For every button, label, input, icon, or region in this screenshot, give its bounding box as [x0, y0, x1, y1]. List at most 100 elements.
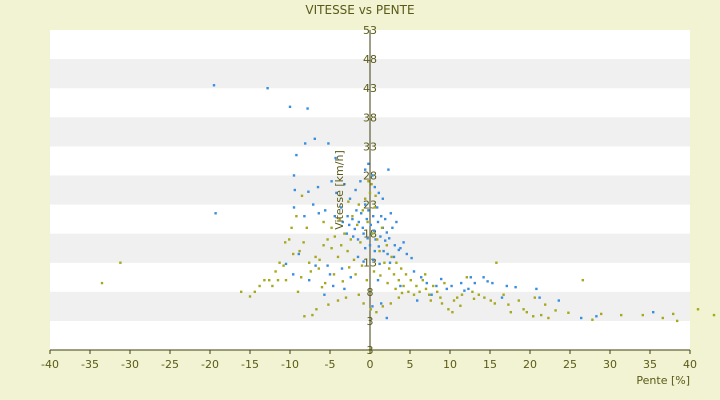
scatter-point — [368, 244, 372, 247]
scatter-point — [379, 235, 382, 238]
scatter-point — [712, 313, 716, 317]
scatter-point — [372, 270, 376, 273]
scatter-point — [348, 223, 351, 227]
x-tick-label: 20 — [523, 358, 537, 371]
scatter-point — [467, 287, 470, 291]
scatter-point — [509, 310, 512, 314]
scatter-point — [333, 235, 336, 238]
series-2 — [100, 180, 716, 323]
scatter-point — [309, 270, 312, 273]
scatter-point — [278, 261, 281, 264]
scatter-point — [661, 316, 664, 320]
scatter-point — [373, 185, 376, 189]
scatter-point — [311, 313, 314, 317]
scatter-point — [293, 188, 296, 192]
scatter-point — [332, 284, 335, 288]
scatter-point — [271, 284, 274, 288]
y-axis-label: Vitesse [km/h] — [333, 150, 346, 230]
scatter-point — [591, 318, 594, 321]
scatter-point — [507, 303, 510, 306]
scatter-point — [369, 223, 372, 227]
scatter-point — [343, 232, 346, 235]
scatter-point — [392, 255, 396, 259]
scatter-point — [535, 287, 538, 291]
scatter-point — [352, 258, 356, 262]
scatter-point — [373, 206, 376, 209]
scatter-point — [119, 261, 122, 264]
scatter-point — [365, 278, 368, 282]
x-tick-label: -40 — [41, 358, 59, 371]
scatter-point — [368, 191, 372, 195]
scatter-point — [544, 303, 547, 306]
scatter-point — [472, 297, 476, 300]
scatter-point — [392, 273, 396, 276]
scatter-point — [381, 197, 384, 200]
scatter-point — [365, 217, 368, 221]
scatter-point — [486, 280, 489, 283]
scatter-point — [388, 237, 391, 240]
scatter-point — [366, 220, 369, 224]
scatter-point — [320, 285, 324, 289]
scatter-point — [357, 220, 360, 224]
scatter-point — [440, 277, 443, 281]
scatter-point — [322, 244, 325, 247]
scatter-point — [292, 273, 295, 276]
scatter-point — [292, 252, 295, 256]
scatter-point — [676, 319, 679, 323]
x-tick-label: 0 — [367, 358, 374, 371]
scatter-point — [391, 226, 394, 230]
scatter-point — [315, 308, 318, 311]
scatter-point — [253, 290, 256, 294]
scatter-point — [540, 313, 543, 317]
scatter-point — [324, 281, 327, 285]
y-tick-label: 3 — [367, 344, 374, 357]
y-tick-label: 23 — [363, 199, 377, 212]
scatter-point — [362, 302, 365, 305]
scatter-point — [428, 293, 431, 296]
scatter-point — [300, 276, 303, 279]
scatter-point — [430, 293, 433, 296]
scatter-point — [288, 105, 292, 108]
scatter-point — [314, 264, 317, 267]
scatter-point — [412, 293, 416, 296]
scatter-point — [389, 212, 392, 215]
scatter-point — [266, 86, 269, 90]
scatter-point — [367, 162, 370, 166]
scatter-point — [346, 214, 349, 218]
x-tick-label: 5 — [407, 358, 414, 371]
x-tick-label: -15 — [241, 358, 259, 371]
scatter-point — [369, 308, 372, 311]
scatter-point — [567, 311, 570, 314]
scatter-point — [386, 281, 389, 285]
scatter-point — [465, 276, 468, 279]
scatter-point — [382, 249, 385, 253]
scatter-point — [340, 244, 343, 247]
y-tick-label: 43 — [363, 82, 377, 95]
scatter-point — [341, 280, 344, 283]
scatter-point — [348, 266, 351, 269]
scatter-point — [302, 241, 305, 244]
scatter-point — [303, 214, 306, 218]
scatter-point — [359, 241, 362, 244]
scatter-point — [326, 264, 329, 267]
x-tick-label: 25 — [563, 358, 577, 371]
scatter-point — [385, 316, 388, 320]
scatter-point — [696, 308, 700, 311]
scatter-point — [429, 299, 432, 302]
scatter-point — [395, 220, 398, 224]
x-tick-label: 10 — [443, 358, 457, 371]
scatter-point — [378, 262, 381, 266]
scatter-point — [307, 190, 310, 193]
scatter-point — [308, 261, 311, 264]
x-tick-label: -30 — [121, 358, 139, 371]
scatter-point — [354, 188, 357, 192]
scatter-point — [379, 274, 382, 277]
scatter-point — [399, 284, 402, 288]
scatter-point — [343, 182, 346, 186]
scatter-point — [424, 287, 428, 291]
y-tick-label: 33 — [363, 140, 377, 153]
scatter-point — [338, 217, 341, 221]
scatter-point — [397, 248, 400, 252]
